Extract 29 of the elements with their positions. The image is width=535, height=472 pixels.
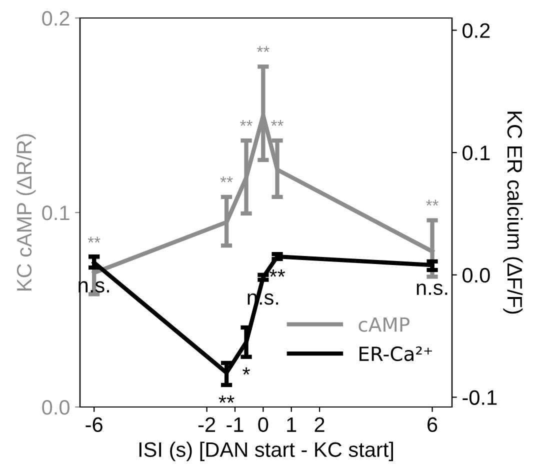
legend-label: ER-Ca²⁺: [360, 346, 432, 362]
x-tick-label: 1: [287, 417, 296, 432]
y2-tick-label: -0.1: [462, 390, 497, 405]
y-tick-label: 0.1: [42, 206, 70, 220]
x-tick-label: -2: [198, 417, 216, 432]
annotation: **: [271, 120, 284, 126]
annotation: **: [218, 395, 234, 403]
annotation: **: [88, 236, 100, 243]
annotation: **: [256, 46, 270, 52]
x-tick-label: 6: [428, 417, 438, 432]
y-tick-label: 0.2: [42, 11, 70, 26]
legend-label: cAMP: [358, 317, 410, 332]
y2-tick-label: 0.0: [462, 268, 490, 283]
annotation: *: [242, 367, 250, 375]
annotation: **: [220, 176, 233, 182]
y-axis-title: KC cAMP (ΔR/R): [16, 134, 36, 290]
y2-tick-label: 0.2: [462, 23, 490, 38]
annotation: **: [270, 269, 286, 277]
x-axis-title: ISI (s) [DAN start - KC start]: [139, 442, 394, 462]
x-tick-label: 0: [258, 417, 268, 432]
y2-axis-title: KC ER calcium (ΔF/F): [503, 112, 523, 314]
annotation: **: [426, 200, 438, 206]
x-tick-label: 2: [314, 417, 324, 432]
y2-tick-label: 0.1: [462, 146, 490, 160]
y-tick-label: 0.0: [42, 400, 70, 415]
x-tick-label: -6: [86, 417, 102, 432]
annotation: n.s.: [416, 284, 448, 296]
annotation: **: [240, 120, 252, 126]
x-tick-label: -1: [226, 417, 244, 432]
